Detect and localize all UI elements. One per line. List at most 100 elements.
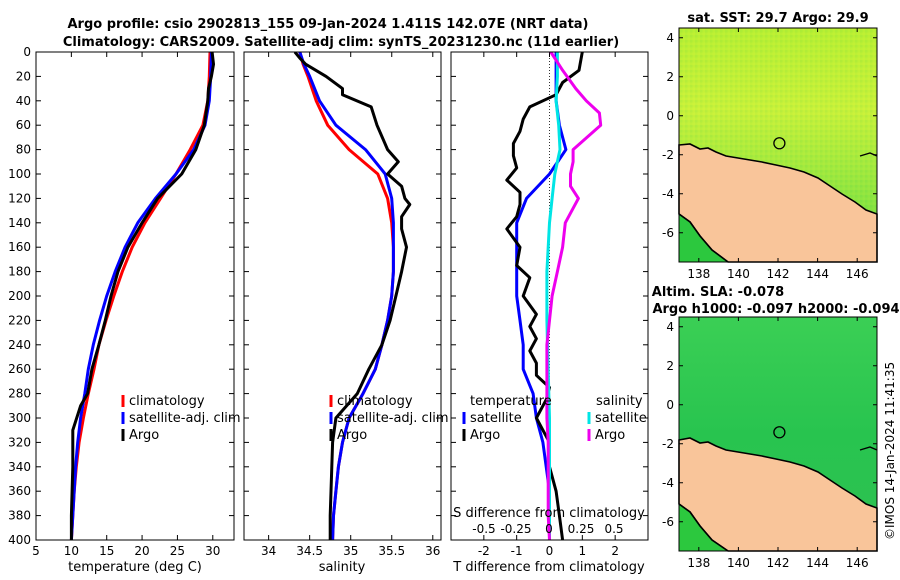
legend-label-climatology: climatology: [129, 394, 205, 409]
map-y-tick-label: -2: [662, 437, 674, 451]
difference-top-xlabel: S difference from climatology: [453, 506, 645, 521]
depth-tick-label: 160: [8, 240, 31, 254]
depth-tick-label: 200: [8, 289, 31, 303]
x-tick-label: -1: [511, 544, 523, 558]
sla-map: Altim. SLA: -0.078 Argo h1000: -0.097 h2…: [652, 285, 900, 570]
top-tick-label: 0: [545, 522, 553, 536]
sla-map-title-1: Altim. SLA: -0.078: [652, 285, 784, 300]
x-tick-label: 5: [32, 544, 40, 558]
salinity-axes-box: [243, 51, 442, 541]
legend-title-temperature: temperature: [470, 394, 552, 409]
depth-tick-label: 100: [8, 167, 31, 181]
legend-title-salinity: salinity: [596, 394, 643, 409]
map-x-tick-label: 142: [767, 556, 790, 570]
sst-argo-marker: [773, 137, 786, 150]
x-tick-label: 36: [425, 544, 440, 558]
sla-coast-southwest: [678, 503, 729, 552]
legend-label-sal-satellite: satellite: [595, 411, 647, 426]
map-x-tick-label: 146: [846, 267, 869, 281]
series-line-climatology: [298, 52, 395, 540]
depth-tick-label: 400: [8, 533, 31, 547]
depth-tick-label: 20: [16, 69, 31, 83]
temperature-axes-box: [35, 51, 235, 541]
title-line-2: Climatology: CARS2009. Satellite-adj cli…: [63, 35, 619, 50]
depth-tick-label: 260: [8, 362, 31, 376]
difference-top-tick-labels: -0.5 -0.25 0 0.25 0.5: [472, 522, 623, 536]
depth-tick-label: 240: [8, 338, 31, 352]
sst-map: sat. SST: 29.7 Argo: 29.9 138 140 142 144 14…: [662, 11, 878, 281]
top-tick-label: -0.5: [472, 522, 495, 536]
map-x-tick-label: 140: [727, 267, 750, 281]
top-tick-label: 0.5: [604, 522, 623, 536]
difference-legend: temperature satellite Argo salinity sate…: [462, 394, 647, 443]
map-y-tick-label: 0: [666, 109, 674, 123]
series-line-satellite-adj-clim: [69, 52, 213, 540]
depth-tick-label: 280: [8, 387, 31, 401]
map-x-tick-label: 146: [846, 556, 869, 570]
temperature-lines: [69, 52, 215, 540]
top-tick-label: 0.25: [568, 522, 595, 536]
sla-island: [859, 446, 878, 451]
sla-map-title-2: Argo h1000: -0.097 h2000: -0.094: [652, 302, 899, 317]
map-y-tick-label: -6: [662, 515, 674, 529]
depth-tick-label: 340: [8, 460, 31, 474]
series-line-temperature-satellite: [515, 52, 568, 540]
salinity-panel: 34 34.5 35 35.5 36 salinity climatology sate…: [243, 51, 449, 575]
map-x-tick-label: 138: [687, 267, 710, 281]
x-tick-label: 25: [170, 544, 185, 558]
map-y-tick-label: -6: [662, 226, 674, 240]
depth-tick-label: 380: [8, 509, 31, 523]
salinity-ticks: 34 34.5 35 35.5 36: [244, 51, 441, 558]
legend-label-temp-satellite: satellite: [470, 411, 522, 426]
map-x-tick-label: 144: [806, 556, 829, 570]
difference-xlabel: T difference from climatology: [452, 560, 645, 575]
depth-tick-label: 180: [8, 265, 31, 279]
sst-map-ticks: 138 140 142 144 146 4 2 0 -2 -4 -6: [662, 28, 877, 281]
temperature-panel: 0 20 40 60 80 100 120 140 160 180 200 220 240 260 280 3…: [8, 45, 241, 575]
sla-argo-marker: [773, 426, 786, 439]
depth-tick-label: 40: [16, 94, 31, 108]
difference-lines: [505, 52, 603, 540]
x-tick-label: 34: [261, 544, 276, 558]
x-tick-label: 30: [205, 544, 220, 558]
temperature-legend: climatology satellite-adj. clim Argo: [121, 394, 241, 443]
difference-ticks: -2 -1 0 1 2: [451, 51, 648, 558]
sla-map-ticks: 138 140 142 144 146 4 2 0 -2 -4 -6: [662, 317, 877, 570]
x-tick-label: 34.5: [296, 544, 323, 558]
x-tick-label: 10: [64, 544, 79, 558]
depth-tick-label: 360: [8, 484, 31, 498]
depth-tick-label: 300: [8, 411, 31, 425]
map-y-tick-label: 0: [666, 398, 674, 412]
x-tick-label: 15: [99, 544, 114, 558]
depth-tick-label: 320: [8, 435, 31, 449]
sla-sea-southwest: [679, 504, 728, 551]
x-tick-label: 35.5: [378, 544, 405, 558]
map-y-tick-label: 4: [666, 320, 674, 334]
map-x-tick-label: 144: [806, 267, 829, 281]
map-x-tick-label: 140: [727, 556, 750, 570]
legend-label-temp-argo: Argo: [470, 428, 500, 443]
x-tick-label: 35: [343, 544, 358, 558]
depth-tick-label: 120: [8, 191, 31, 205]
map-x-tick-label: 142: [767, 267, 790, 281]
legend-label-satellite: satellite-adj. clim: [337, 411, 449, 426]
series-line-argo: [293, 52, 412, 540]
sst-sea-southwest: [679, 214, 728, 262]
sst-map-title: sat. SST: 29.7 Argo: 29.9: [687, 11, 868, 26]
x-tick-label: 1: [579, 544, 587, 558]
x-tick-label: -2: [478, 544, 490, 558]
temperature-xlabel: temperature (deg C): [68, 560, 202, 575]
map-y-tick-label: 2: [666, 359, 674, 373]
map-y-tick-label: 4: [666, 31, 674, 45]
salinity-lines: [293, 52, 412, 540]
depth-tick-label: 220: [8, 313, 31, 327]
map-y-tick-label: 2: [666, 70, 674, 84]
map-y-tick-label: -4: [662, 187, 674, 201]
x-tick-label: 0: [546, 544, 554, 558]
salinity-legend: climatology satellite-adj. clim Argo: [329, 394, 449, 443]
depth-tick-label: 60: [16, 118, 31, 132]
title-line-1: Argo profile: csio 2902813_155 09-Jan-20…: [67, 17, 588, 32]
top-tick-label: -0.25: [500, 522, 531, 536]
series-line-argo: [69, 52, 215, 540]
